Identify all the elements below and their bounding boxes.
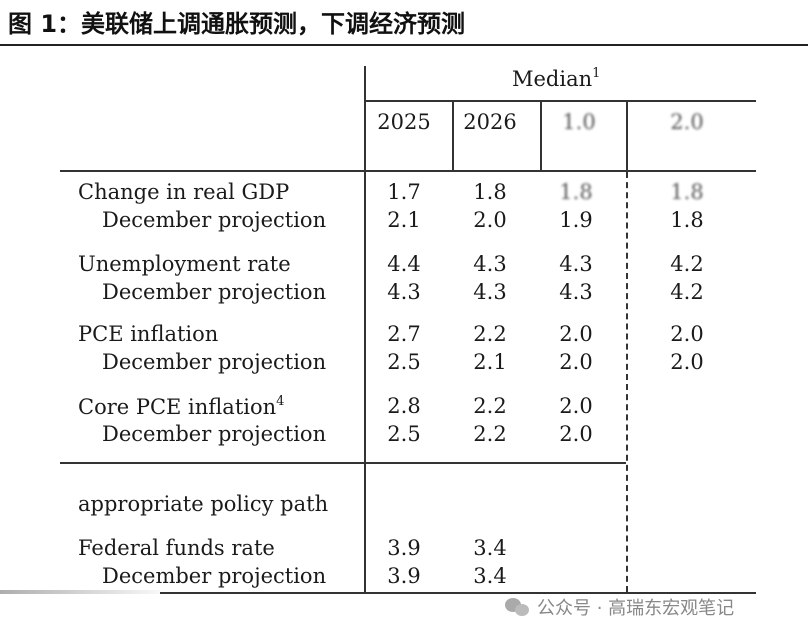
row-value: 2.2 <box>473 422 507 446</box>
row-label-text: Change in real GDP <box>78 180 290 204</box>
row-label: December projection <box>102 208 326 232</box>
row-value: 2.2 <box>473 394 507 418</box>
row-footnote: 4 <box>276 394 285 409</box>
label-divider <box>364 66 366 594</box>
row-value: 2.5 <box>387 422 421 446</box>
row-value: 4.3 <box>473 252 507 276</box>
row-value: 4.3 <box>473 280 507 304</box>
col-header-2025: 2025 <box>377 110 431 134</box>
row-label-text: Unemployment rate <box>78 252 291 276</box>
wechat-icon <box>505 596 531 618</box>
row-value: 1.8 <box>670 180 704 204</box>
row-value: 4.3 <box>559 252 593 276</box>
row-value: 2.0 <box>670 322 704 346</box>
row-label: Core PCE inflation4 <box>78 394 284 419</box>
row-value: 1.8 <box>473 180 507 204</box>
row-label: December projection <box>102 350 326 374</box>
row-label-text: Core PCE inflation <box>78 395 277 419</box>
row-value: 1.7 <box>387 180 421 204</box>
policy-row-value: 3.4 <box>473 536 507 560</box>
policy-row-value: 3.9 <box>387 536 421 560</box>
row-value: 4.4 <box>387 252 421 276</box>
section-rule <box>60 462 626 464</box>
watermark-text: 公众号 · 高瑞东宏观笔记 <box>537 598 735 619</box>
projection-table: Median1 2025 2026 1.0 2.0 Change in real… <box>0 46 808 637</box>
row-value: 1.9 <box>559 208 593 232</box>
header-bar: 图 1：美联储上调通胀预测，下调经济预测 <box>0 0 808 44</box>
row-value: 2.2 <box>473 322 507 346</box>
figure-title: 图 1：美联储上调通胀预测，下调经济预测 <box>8 10 466 38</box>
row-value: 4.3 <box>559 280 593 304</box>
header-rule <box>0 44 808 46</box>
row-label: Change in real GDP <box>78 180 289 204</box>
row-value: 2.0 <box>559 350 593 374</box>
header-bottom-rule <box>60 170 756 172</box>
row-value: 4.2 <box>670 280 704 304</box>
row-value: 1.8 <box>559 180 593 204</box>
row-label: December projection <box>102 280 326 304</box>
row-value: 2.1 <box>473 350 507 374</box>
row-label-text: December projection <box>102 280 327 304</box>
col-header-2026: 2026 <box>463 110 517 134</box>
scan-smudge <box>0 590 160 594</box>
median-header: Median1 <box>512 66 600 91</box>
row-label-text: December projection <box>102 208 327 232</box>
col-divider-2 <box>540 100 542 170</box>
row-label-text: December projection <box>102 422 327 446</box>
row-value: 2.5 <box>387 350 421 374</box>
median-underline <box>364 100 756 102</box>
policy-row-value: 3.9 <box>387 564 421 588</box>
row-label-text: PCE inflation <box>78 322 219 346</box>
median-footnote: 1 <box>592 66 601 81</box>
row-value: 2.1 <box>387 208 421 232</box>
row-value: 4.3 <box>387 280 421 304</box>
row-value: 2.0 <box>670 350 704 374</box>
row-value: 2.8 <box>387 394 421 418</box>
policy-row-value: 3.4 <box>473 564 507 588</box>
row-value: 2.0 <box>559 394 593 418</box>
row-label: Unemployment rate <box>78 252 291 276</box>
longer-run-divider <box>626 172 628 592</box>
row-value: 1.8 <box>670 208 704 232</box>
row-label-text: December projection <box>102 350 327 374</box>
row-value: 4.2 <box>670 252 704 276</box>
row-value: 2.0 <box>559 322 593 346</box>
col-divider-3 <box>626 100 628 170</box>
row-label: December projection <box>102 422 326 446</box>
row-label: PCE inflation <box>78 322 218 346</box>
policy-row-label: Federal funds rate <box>78 536 275 560</box>
col-divider-1 <box>452 100 454 170</box>
median-label: Median <box>512 67 593 91</box>
row-value: 2.0 <box>559 422 593 446</box>
row-value: 2.7 <box>387 322 421 346</box>
row-value: 2.0 <box>473 208 507 232</box>
table-bottom-rule <box>160 592 756 594</box>
col-header-longer-run: 2.0 <box>670 110 704 134</box>
policy-row-label: December projection <box>102 564 327 588</box>
watermark: 公众号 · 高瑞东宏观笔记 <box>505 594 734 620</box>
col-header-2027: 1.0 <box>562 110 596 134</box>
section-label-policy: appropriate policy path <box>78 492 329 516</box>
